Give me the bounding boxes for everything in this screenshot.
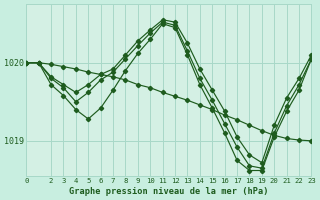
X-axis label: Graphe pression niveau de la mer (hPa): Graphe pression niveau de la mer (hPa) bbox=[69, 187, 268, 196]
